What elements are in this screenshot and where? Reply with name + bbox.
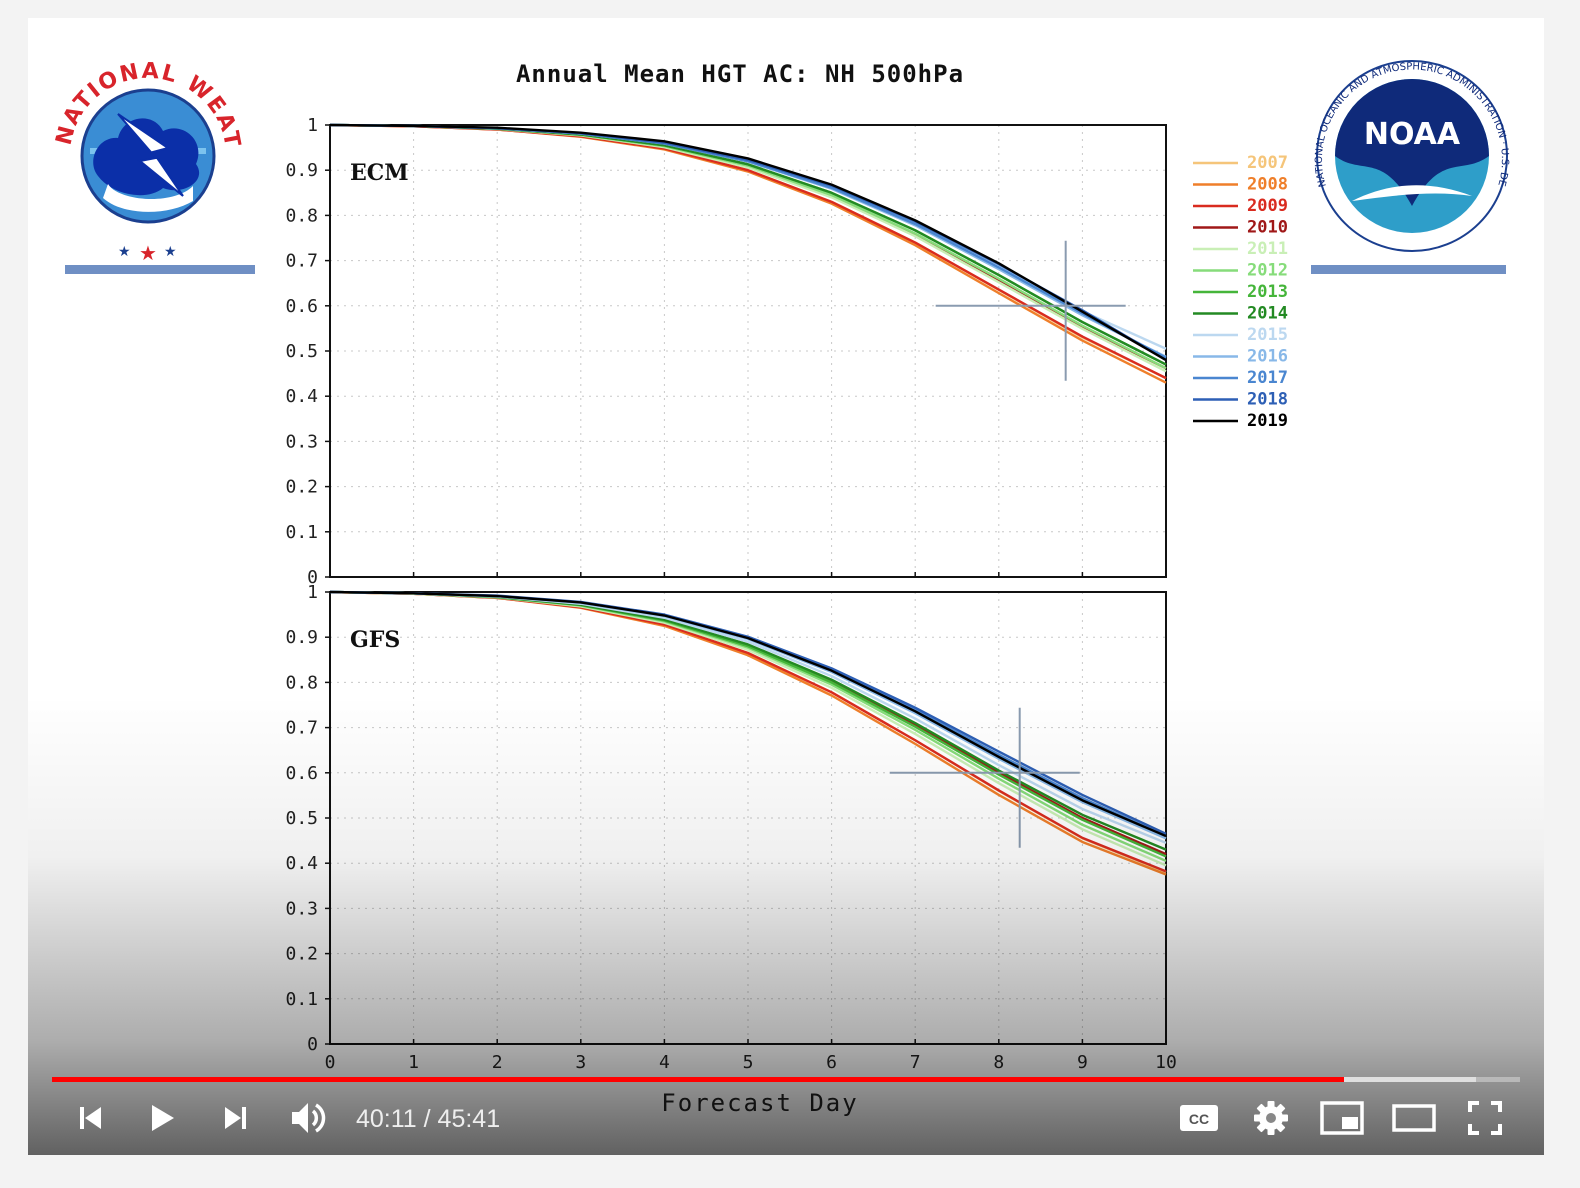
chart-title: Annual Mean HGT AC: NH 500hPa [516,60,964,88]
svg-text:★: ★ [118,244,131,260]
y-tick-label: 0.3 [285,431,318,452]
x-tick-label: 8 [993,1052,1004,1073]
y-tick-label: 1 [307,115,318,136]
chart: 00.10.20.30.40.50.60.70.80.91ECM00.10.20… [285,115,1287,1073]
next-button[interactable] [214,1096,258,1140]
accent-bar-right [1311,265,1506,274]
next-icon [225,1107,246,1129]
noaa-logo-text: NOAA [1364,117,1461,152]
nws-logo: NATIONAL WEATHER SERVICE ★ ★ ★ [52,59,243,265]
settings-button[interactable] [1248,1096,1294,1140]
legend-label-2018: 2018 [1247,390,1288,410]
x-tick-label: 5 [743,1052,754,1073]
y-tick-label: 0.6 [285,296,318,317]
svg-text:★: ★ [139,241,157,265]
y-tick-label: 1 [307,582,318,603]
noaa-logo: NOAA NATIONAL OCEANIC AND ATMOSPHERIC AD… [1314,60,1510,252]
previous-button[interactable] [68,1096,112,1140]
y-tick-label: 0.5 [285,341,318,362]
legend-label-2012: 2012 [1247,261,1288,281]
progress-bar[interactable] [52,1077,1520,1082]
x-tick-label: 1 [408,1052,419,1073]
legend-label-2009: 2009 [1247,196,1288,216]
miniplayer-icon [1320,1101,1364,1135]
video-player[interactable]: NATIONAL WEATHER SERVICE ★ ★ ★ NOAA NATI… [28,18,1544,1155]
y-tick-label: 0.1 [285,522,318,543]
y-tick-label: 0.9 [285,627,318,648]
settings-icon [1254,1101,1288,1135]
theater-mode-button[interactable] [1390,1096,1438,1140]
y-tick-label: 0.4 [285,853,318,874]
y-tick-label: 0.8 [285,672,318,693]
y-tick-label: 0.4 [285,386,318,407]
previous-icon [80,1107,101,1129]
x-tick-label: 6 [826,1052,837,1073]
y-tick-label: 0.5 [285,808,318,829]
series-line-2019 [329,123,1167,362]
player-controls: 40:11 / 45:41 CC [28,1090,1544,1150]
y-tick-label: 0.6 [285,763,318,784]
play-button[interactable] [140,1096,184,1140]
svg-text:CC: CC [1189,1111,1209,1127]
x-tick-label: 7 [910,1052,921,1073]
fullscreen-button[interactable] [1462,1096,1508,1140]
play-icon [152,1105,174,1131]
panel-label-gfs: GFS [350,627,400,653]
x-tick-label: 9 [1077,1052,1088,1073]
y-tick-label: 0.7 [285,251,318,272]
fullscreen-icon [1468,1101,1502,1135]
chart-panel-ecm: 0 0.1 0.2 0.3 0.4 0.5 0.6 0.7 0.8 0.9 1 ECM [285,115,1167,588]
legend-label-2008: 2008 [1247,175,1288,195]
x-tick-label: 10 [1155,1052,1177,1073]
legend-label-2011: 2011 [1247,239,1288,259]
series-line-2018 [329,123,1167,362]
cc-icon: CC [1180,1105,1218,1131]
captions-button[interactable]: CC [1176,1096,1222,1140]
time-display: 40:11 / 45:41 [356,1105,501,1133]
progress-played [52,1077,1344,1082]
miniplayer-button[interactable] [1318,1096,1366,1140]
legend-label-2007: 2007 [1247,153,1288,173]
legend-label-2013: 2013 [1247,282,1288,302]
x-tick-label: 3 [575,1052,586,1073]
series-line-2009 [329,590,1167,873]
legend-label-2010: 2010 [1247,218,1288,238]
accent-bar-left [65,265,255,274]
legend-label-2015: 2015 [1247,325,1288,345]
y-tick-label: 0.9 [285,160,318,181]
legend-label-2016: 2016 [1247,347,1288,367]
y-tick-label: 0.2 [285,477,318,498]
panel-label-ecm: ECM [350,160,409,186]
legend-label-2014: 2014 [1247,304,1288,324]
y-tick-label: 0.8 [285,205,318,226]
legend-label-2019: 2019 [1247,411,1288,431]
y-tick-label: 0 [307,1034,318,1055]
legend-label-2017: 2017 [1247,368,1288,388]
y-tick-label: 0.7 [285,718,318,739]
x-tick-label: 0 [325,1052,336,1073]
chart-panel-gfs: 00.10.20.30.40.50.60.70.80.910 1 2 3 4 5 6 7 8 9 1… [285,582,1176,1073]
y-tick-label: 0.2 [285,944,318,965]
y-tick-label: 0.3 [285,898,318,919]
volume-icon [292,1103,326,1133]
y-tick-label: 0 [307,567,318,588]
chart-legend: 2007200820092010201120122013201420152016… [1193,153,1288,431]
theater-mode-icon [1392,1104,1436,1132]
svg-text:★: ★ [164,244,177,260]
y-tick-label: 0.1 [285,989,318,1010]
video-frame: NATIONAL WEATHER SERVICE ★ ★ ★ NOAA NATI… [52,59,1510,1117]
mute-button[interactable] [284,1096,332,1140]
x-tick-label: 2 [492,1052,503,1073]
x-tick-label: 4 [659,1052,670,1073]
